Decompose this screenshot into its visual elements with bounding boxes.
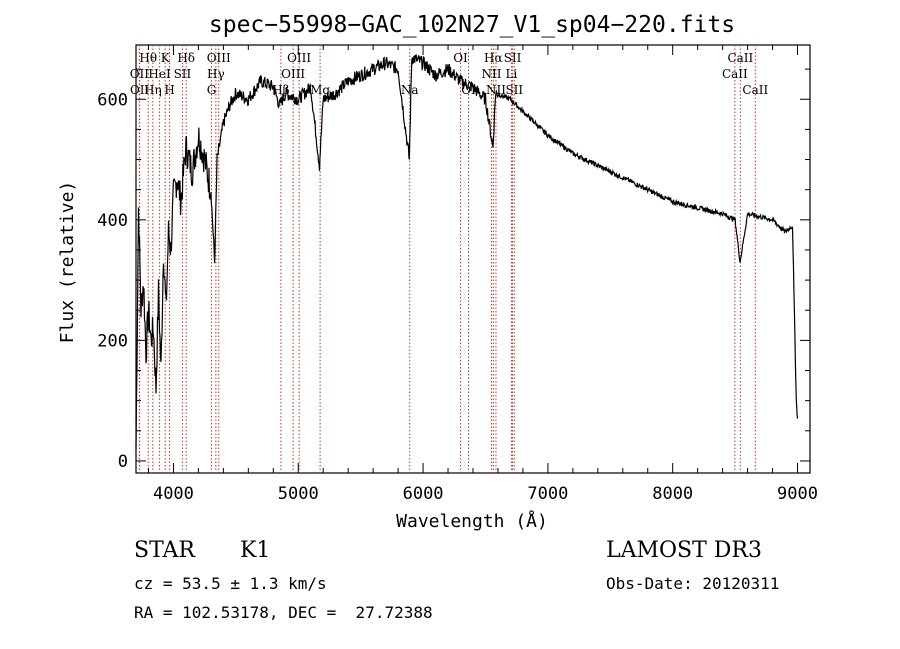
survey-name: LAMOST DR3 xyxy=(606,538,762,563)
spectral-line-label: Hδ xyxy=(177,51,195,65)
y-tick-label: 600 xyxy=(97,90,128,110)
y-tick-label: 400 xyxy=(97,211,128,231)
spectral-line-label: H xyxy=(164,83,174,97)
x-tick-label: 8000 xyxy=(652,484,693,504)
spectral-line-label: Hγ xyxy=(207,67,225,81)
plot-frame xyxy=(135,44,811,474)
spectral-line-label: OIII xyxy=(207,51,231,65)
y-tick-label: 0 xyxy=(118,452,128,472)
spectral-line-label: Hη xyxy=(144,83,162,97)
spectral-line-label: Mg xyxy=(310,83,330,97)
spectral-line-label: SII xyxy=(174,67,192,81)
spectral-line-label: OII xyxy=(130,83,150,97)
spectral-line-label: OIII xyxy=(287,51,311,65)
spectral-line-label: NII xyxy=(486,83,506,97)
spectral-line-label: SII xyxy=(504,51,522,65)
x-tick-label: 5000 xyxy=(278,484,319,504)
object-class: STAR xyxy=(134,538,195,563)
ra-dec: RA = 102.53178, DEC = 27.72388 xyxy=(134,603,433,622)
spectral-line-label: SII xyxy=(505,83,523,97)
x-tick-label: 9000 xyxy=(777,484,818,504)
spectral-line-label: Li xyxy=(506,67,518,81)
spectral-line-label: CaII xyxy=(742,83,768,97)
obs-date: Obs-Date: 20120311 xyxy=(606,574,780,593)
spectral-line-label: K xyxy=(161,51,171,65)
spectral-line-label: CaII xyxy=(722,67,748,81)
redshift-info: cz = 53.5 ± 1.3 km/s xyxy=(134,574,327,593)
chart-title: spec−55998−GAC_102N27_V1_sp04−220.fits xyxy=(209,12,735,38)
spectral-line-label: OIII xyxy=(281,67,305,81)
x-tick-label: 6000 xyxy=(403,484,444,504)
x-axis-label: Wavelength (Å) xyxy=(396,510,548,532)
spectral-line-label: CaII xyxy=(727,51,753,65)
x-tick-label: 7000 xyxy=(527,484,568,504)
spectral-line-label: Hα xyxy=(484,51,503,65)
spectrum-line xyxy=(135,54,799,450)
spectral-line-label: OI xyxy=(453,51,468,65)
x-tick-label: 4000 xyxy=(153,484,194,504)
y-tick-label: 200 xyxy=(97,331,128,351)
object-subclass: K1 xyxy=(240,538,271,563)
spectral-line-label: Na xyxy=(401,83,419,97)
y-axis-label: Flux (relative) xyxy=(57,181,78,344)
spectral-line-label: Hθ xyxy=(139,51,157,65)
spectral-line-label: NII xyxy=(481,67,501,81)
spectral-line-label: OII xyxy=(130,67,150,81)
spectral-line-label: G xyxy=(207,83,217,97)
spectral-line-label: HeI xyxy=(148,67,171,81)
